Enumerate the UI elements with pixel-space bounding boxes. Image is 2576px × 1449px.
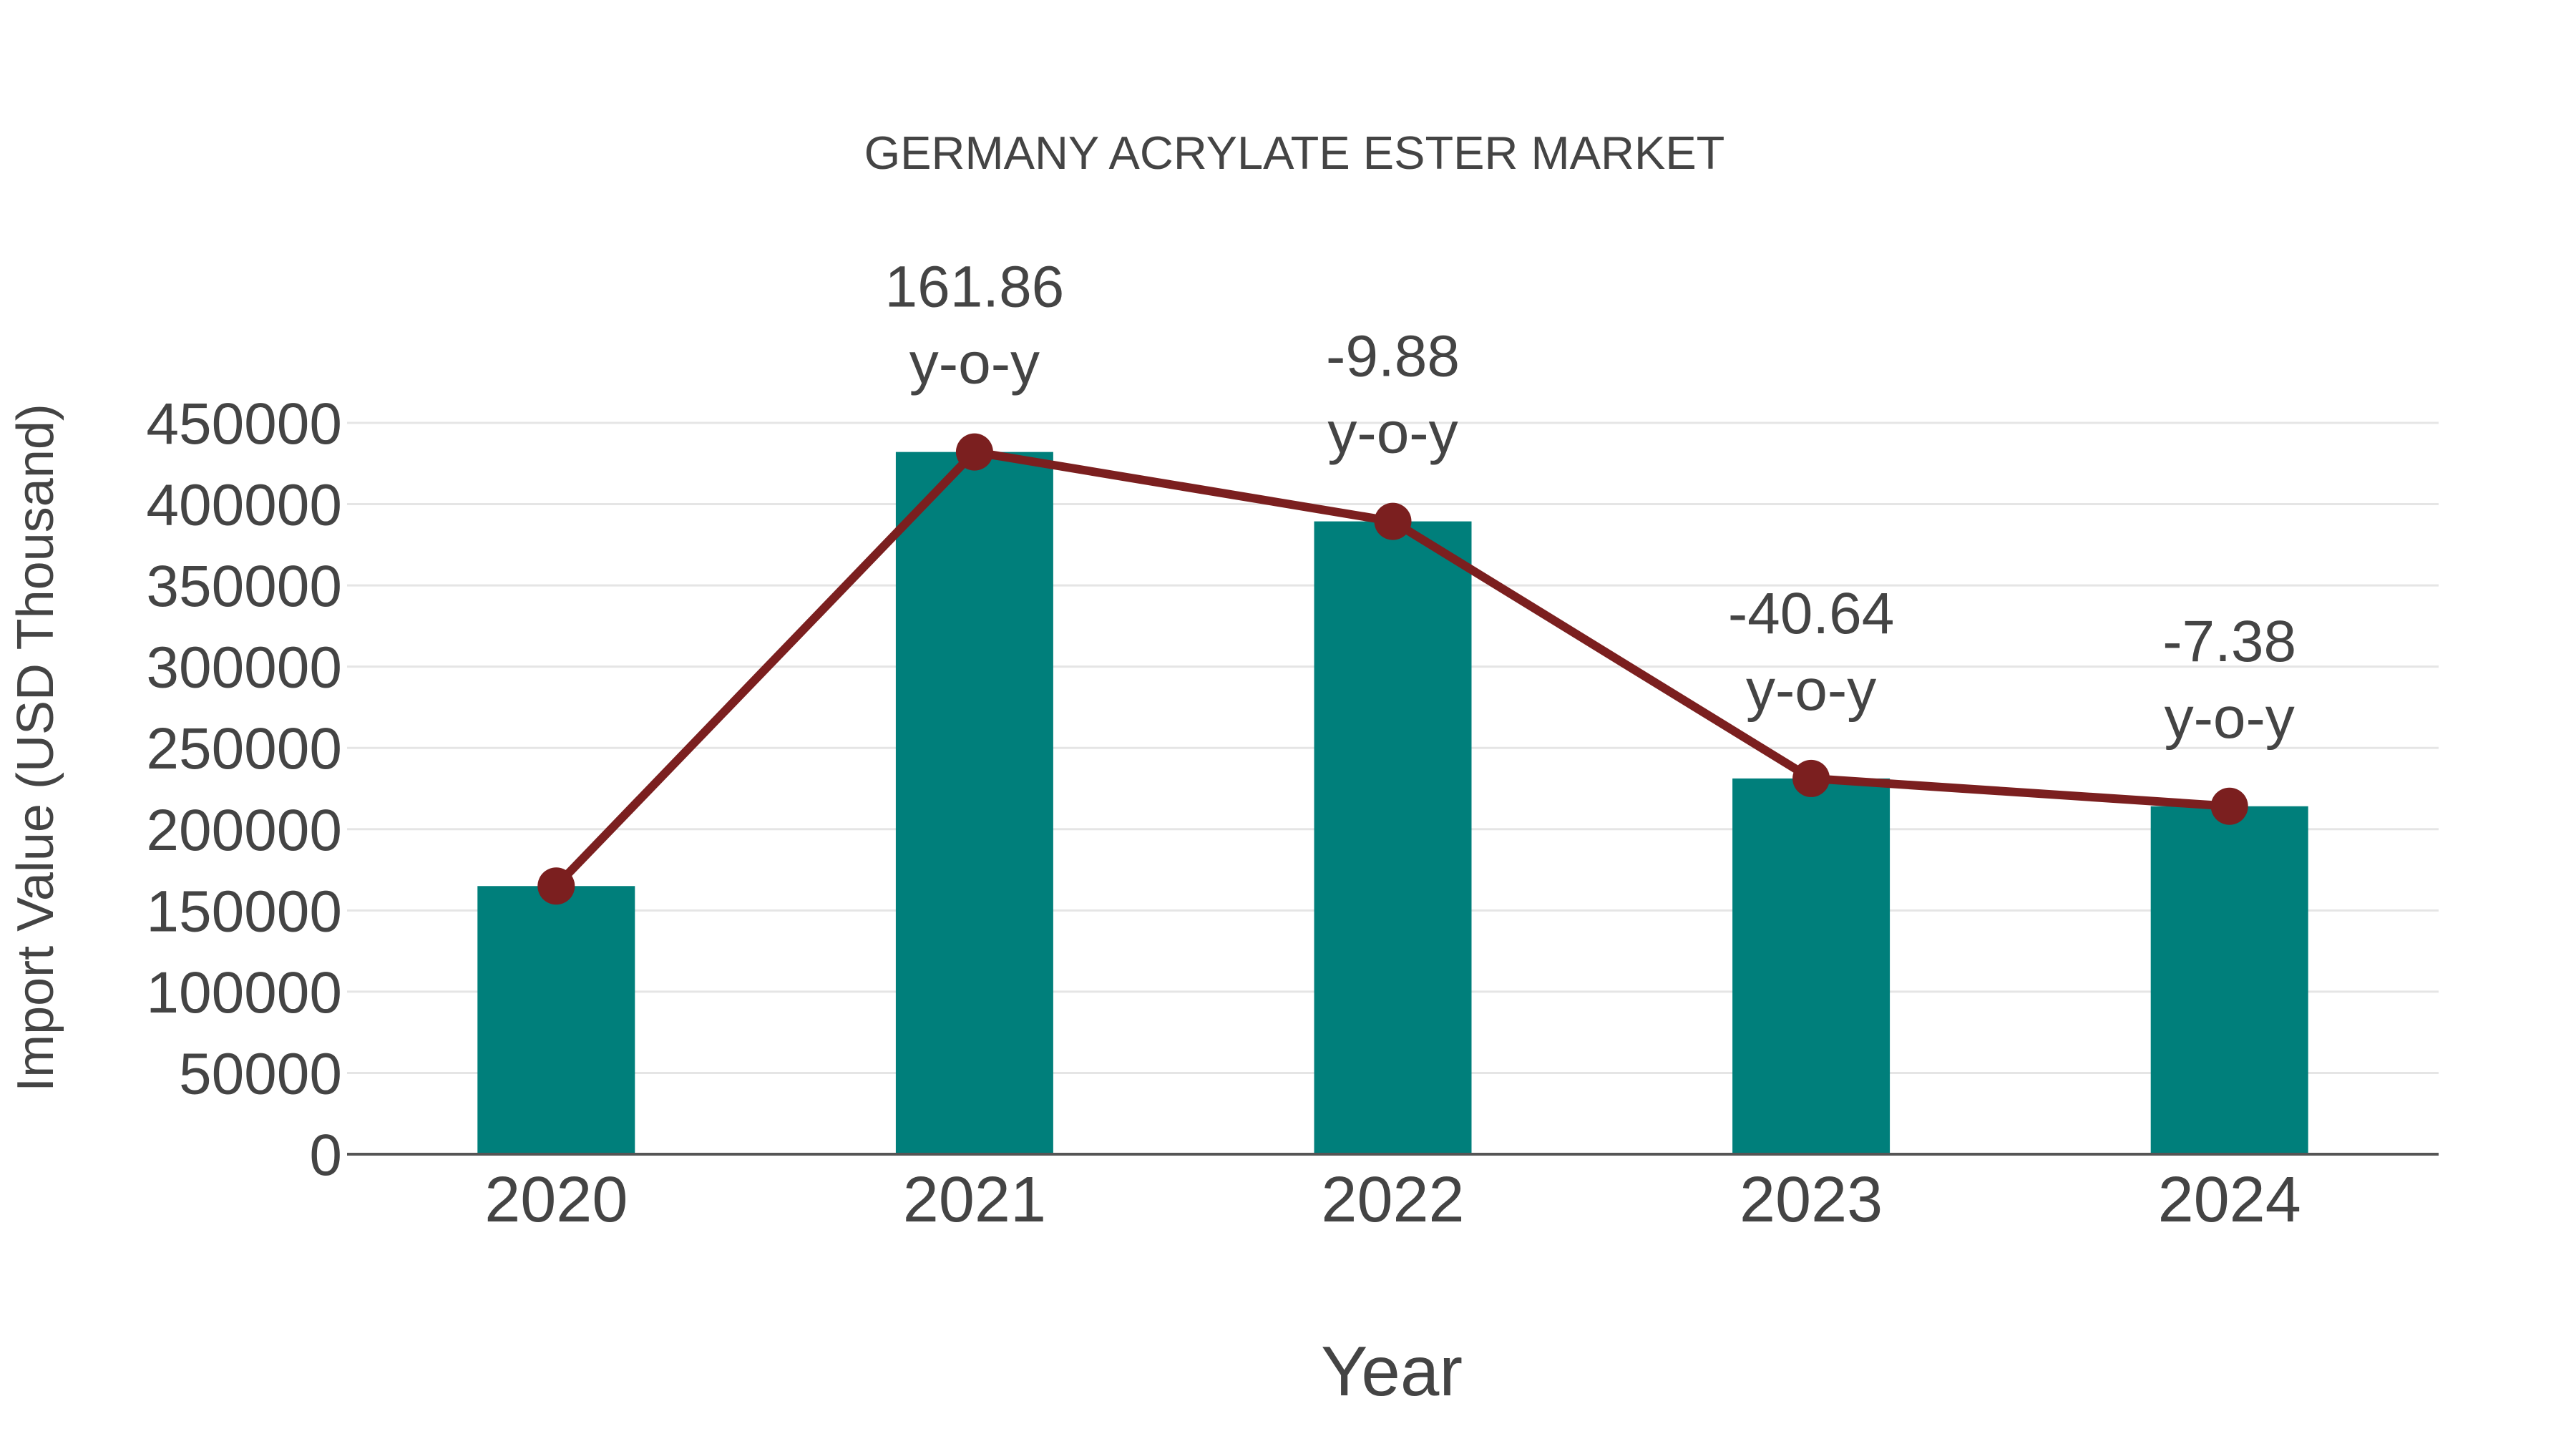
y-tick-label: 350000 (146, 554, 342, 619)
yoy-value: -7.38 (2162, 609, 2296, 674)
yoy-label: -9.88 y-o-y (1326, 324, 1460, 466)
yoy-value: 161.86 (884, 255, 1064, 320)
y-tick-label: 250000 (146, 716, 342, 781)
yoy-label: -40.64 y-o-y (1728, 581, 1895, 723)
y-tick-label: 400000 (146, 473, 342, 538)
bar-2022 (1314, 521, 1472, 1154)
y-tick-label: 200000 (146, 798, 342, 863)
yoy-suffix: y-o-y (1327, 401, 1458, 466)
x-tick-label: 2020 (484, 1164, 628, 1236)
bar-2021 (895, 452, 1053, 1154)
yoy-suffix: y-o-y (1746, 658, 1876, 723)
x-tick-label: 2024 (2158, 1164, 2301, 1236)
yoy-annotations: 161.86 y-o-y -9.88 y-o-y -40.64 y-o-y -7.38 y-o… (884, 255, 2296, 751)
data-point-marker (2210, 787, 2248, 825)
data-point-marker (955, 433, 993, 471)
yoy-label: -7.38 y-o-y (2162, 609, 2296, 751)
x-tick-label: 2022 (1321, 1164, 1464, 1236)
x-tick-label: 2021 (903, 1164, 1046, 1236)
bar-2020 (477, 886, 635, 1154)
y-tick-label: 0 (309, 1123, 342, 1188)
y-tick-label: 300000 (146, 635, 342, 701)
line-series (537, 433, 2248, 905)
chart-title: GERMANY ACRYLATE ESTER MARKET (864, 127, 1725, 179)
bar-2023 (1732, 778, 1890, 1154)
yoy-label: 161.86 y-o-y (884, 255, 1064, 396)
yoy-value: -9.88 (1326, 324, 1460, 389)
data-point-marker (537, 867, 575, 905)
y-tick-label: 50000 (179, 1041, 342, 1106)
y-tick-label: 150000 (146, 879, 342, 944)
data-point-marker (1374, 502, 1412, 540)
data-point-marker (1792, 759, 1830, 797)
x-axis-ticks: 2020 2021 2022 2023 2024 (484, 1164, 2301, 1236)
y-tick-label: 450000 (146, 391, 342, 457)
yoy-value: -40.64 (1728, 581, 1895, 646)
y-axis-ticks: 0 50000 100000 150000 200000 250000 300000 3500… (146, 391, 342, 1188)
yoy-suffix: y-o-y (2165, 686, 2295, 751)
y-tick-label: 100000 (146, 960, 342, 1025)
x-axis-title: Year (1320, 1332, 1463, 1410)
x-tick-label: 2023 (1740, 1164, 1883, 1236)
bar-2024 (2150, 806, 2308, 1154)
bar-series (477, 452, 2308, 1154)
yoy-suffix: y-o-y (909, 331, 1040, 396)
